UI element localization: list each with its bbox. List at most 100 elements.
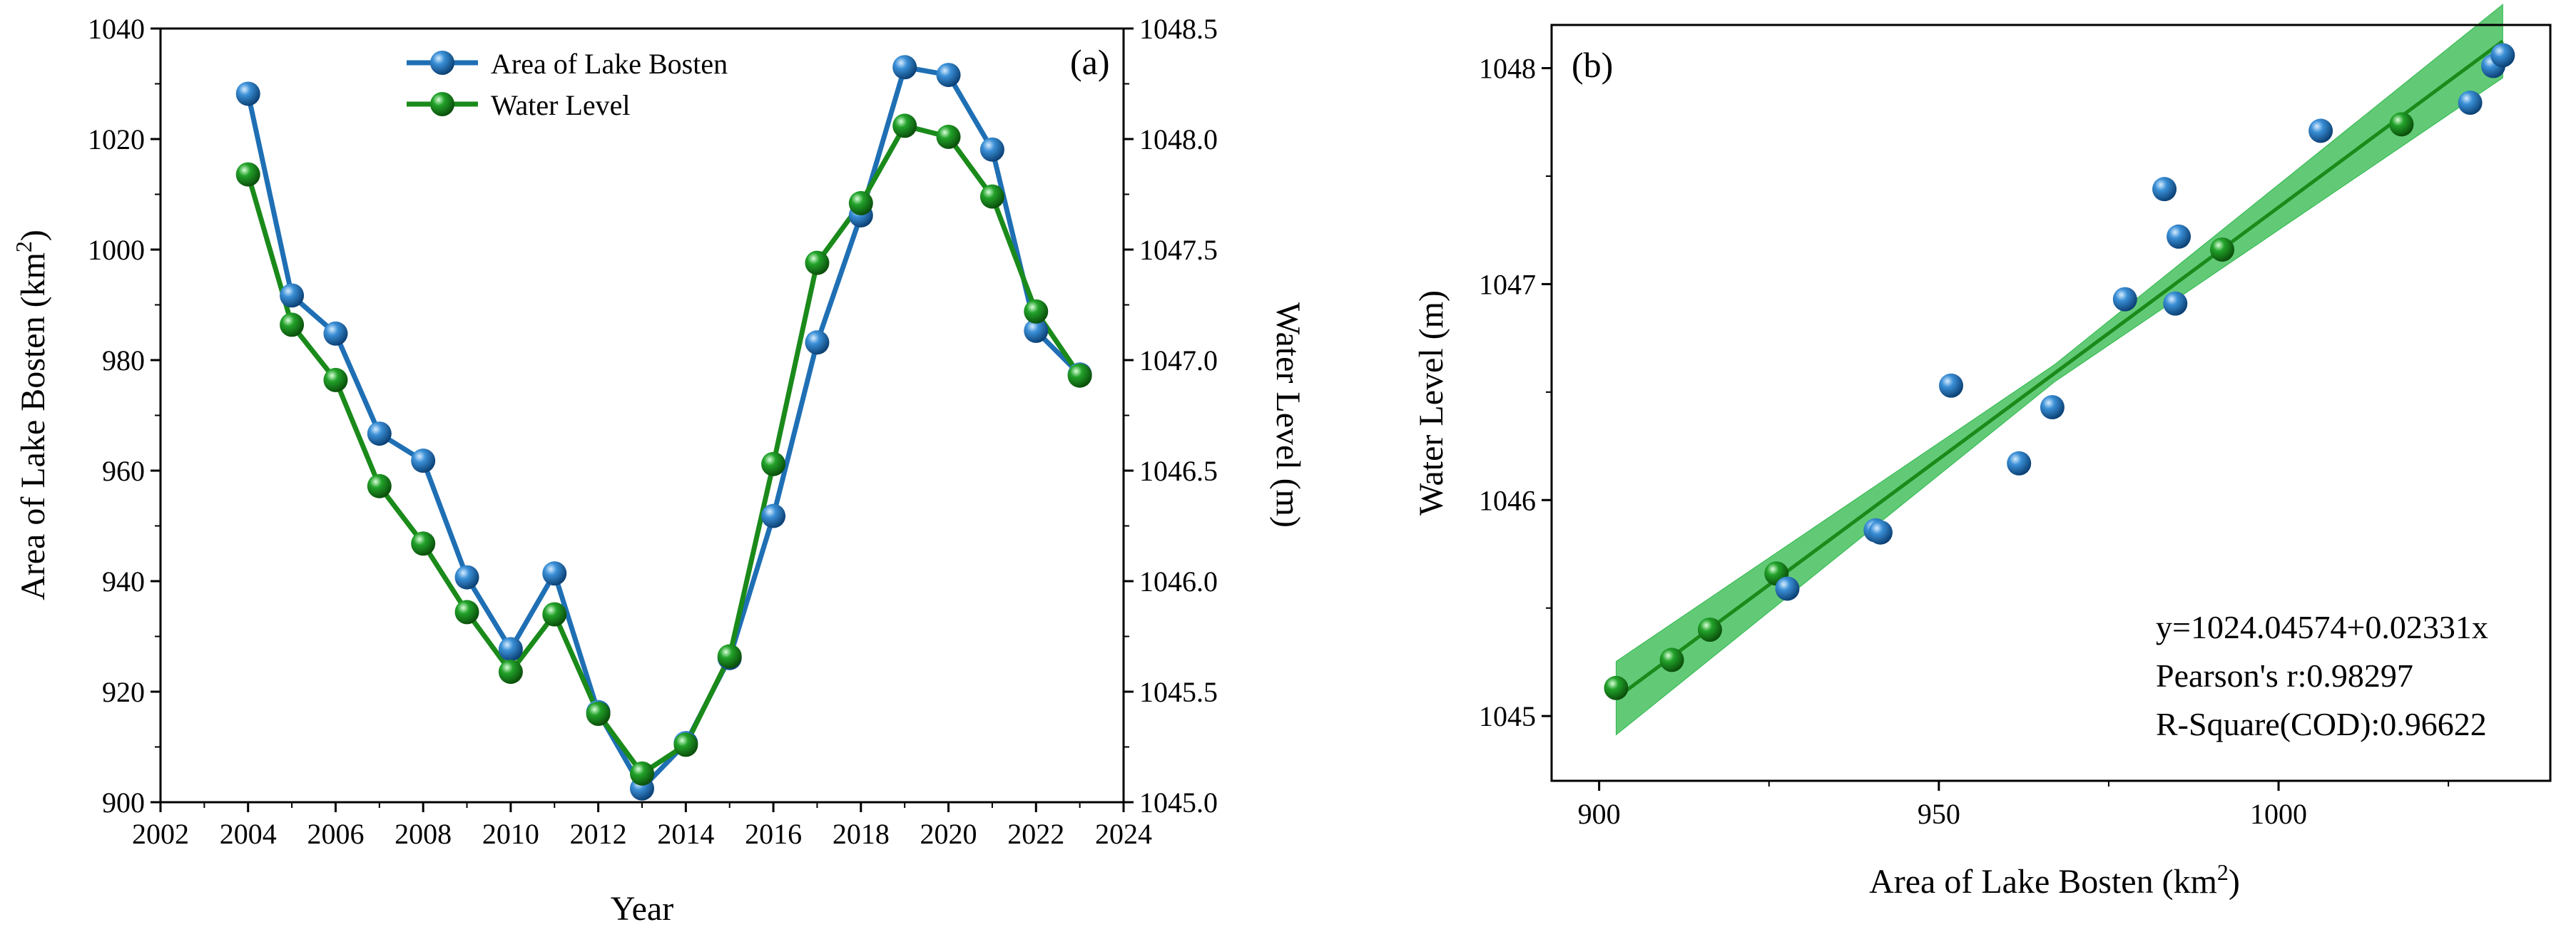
- scatter-point: [2152, 177, 2177, 202]
- area-point: [454, 565, 479, 590]
- scatter-point: [2308, 118, 2333, 143]
- water-level-point: [717, 644, 742, 669]
- y-left-tick-label: 940: [102, 565, 145, 598]
- y-tick-label: 1046: [1479, 484, 1536, 516]
- water-level-point: [979, 184, 1004, 209]
- x-tick-label: 2014: [657, 818, 714, 850]
- legend-water-label: Water Level: [491, 89, 631, 121]
- water-level-point: [498, 660, 523, 685]
- panel-b-annotations: y=1024.04574+0.02331x Pearson's r:0.9829…: [2156, 609, 2488, 742]
- scatter-point: [1939, 373, 1963, 398]
- x-tick-label: 2006: [307, 818, 364, 850]
- y-right-tick-label: 1046.5: [1139, 455, 1218, 487]
- water-level-point: [235, 162, 260, 187]
- scatter-point: [2163, 291, 2188, 316]
- y-left-tick-label: 980: [102, 344, 145, 377]
- x-tick-label: 2020: [920, 818, 977, 850]
- area-point: [280, 283, 305, 308]
- scatter-point: [2490, 43, 2515, 68]
- panel-b-plot-frame: [1550, 24, 2552, 782]
- water-level-point: [542, 602, 567, 627]
- x-tick-label: 900: [1578, 798, 1621, 830]
- water-level-point: [805, 250, 830, 275]
- x-tick-label: 2008: [394, 818, 452, 850]
- water-level-point: [411, 531, 436, 556]
- legend-area-marker: [430, 51, 454, 75]
- y-left-tick-label: 1040: [88, 13, 145, 45]
- scatter-point: [1697, 618, 1722, 642]
- panel-a-y-right-ticks: 1045.0 1045.5 1046.0 1046.5 1047.0 1047.5 1048…: [1124, 13, 1218, 819]
- x-tick-label: 2016: [745, 818, 802, 850]
- water-level-point: [892, 113, 917, 138]
- area-point: [323, 321, 348, 346]
- scatter-point: [2458, 91, 2483, 116]
- scatter-point: [2112, 287, 2137, 312]
- panel-a-y-right-axis-title: Water Level (m): [1269, 302, 1307, 528]
- water-level-point: [673, 732, 698, 757]
- regression-line: [1614, 39, 2504, 700]
- area-point: [367, 421, 392, 446]
- panel-b-x-axis-title: Area of Lake Bosten (km2): [1869, 859, 2240, 901]
- water-level-point: [586, 702, 611, 726]
- y-tick-label: 1048: [1479, 53, 1536, 85]
- x-tick-label: 2004: [220, 818, 277, 850]
- scatter-point: [1659, 647, 1684, 672]
- water-level-point: [1067, 363, 1092, 388]
- panel-a-label: (a): [1070, 42, 1110, 82]
- panel-b-fit-line: [1614, 39, 2504, 700]
- panel-a-markers: [235, 55, 1092, 801]
- water-level-point: [848, 190, 873, 215]
- area-point: [979, 137, 1004, 162]
- water-level-point: [761, 451, 786, 476]
- panel-b-label: (b): [1572, 45, 1613, 85]
- x-tick-label: 1000: [2250, 798, 2307, 830]
- panel-b-y-axis-title: Water Level (m): [1412, 290, 1450, 516]
- panel-b: 900 950 1000 1045 1046 1047 1048 Area of Lake…: [1412, 4, 2552, 901]
- panel-a-legend: Area of Lake Bosten Water Level: [407, 48, 728, 121]
- area-point: [542, 561, 567, 586]
- water-level-point: [1024, 299, 1049, 324]
- y-right-tick-label: 1048.5: [1139, 13, 1218, 45]
- area-point: [411, 449, 436, 473]
- x-tick-label: 2022: [1007, 818, 1064, 850]
- scatter-point: [1775, 576, 1800, 601]
- panel-a: 2002 2004 2006 2008 2010 2012 2014 2016 2018 2020…: [11, 13, 1307, 928]
- r-square: R-Square(COD):0.96622: [2156, 706, 2487, 742]
- panel-a-x-axis-title: Year: [611, 890, 673, 928]
- legend-item-water-level: Water Level: [407, 89, 631, 121]
- y-left-tick-label: 900: [102, 787, 145, 819]
- legend-area-label: Area of Lake Bosten: [491, 48, 728, 80]
- legend-item-area: Area of Lake Bosten: [407, 48, 728, 80]
- y-right-tick-label: 1046.0: [1139, 565, 1218, 598]
- series-line-water-level: [245, 123, 1082, 777]
- x-tick-label: 2002: [132, 818, 189, 850]
- x-tick-label: 950: [1918, 798, 1960, 830]
- y-right-tick-label: 1047.5: [1139, 234, 1218, 266]
- y-left-tick-label: 1020: [88, 123, 145, 155]
- panel-b-x-ticks: 900 950 1000: [1578, 781, 2450, 830]
- water-level-point: [367, 473, 392, 498]
- x-tick-label: 2012: [570, 818, 627, 850]
- pearson-r: Pearson's r:0.98297: [2156, 657, 2413, 694]
- scatter-point: [1868, 520, 1893, 545]
- fit-equation: y=1024.04574+0.02331x: [2156, 609, 2488, 645]
- water-level-point: [936, 124, 961, 149]
- panel-b-points: [1604, 43, 2515, 700]
- panel-a-y-left-axis-title: Area of Lake Bosten (km2): [11, 230, 52, 600]
- scatter-point: [2007, 451, 2032, 476]
- area-point: [805, 330, 830, 355]
- water-level-point: [280, 312, 305, 337]
- panel-a-y-left-ticks: 900 920 940 960 980 1000 1020 1040: [88, 13, 161, 819]
- y-left-tick-label: 920: [102, 676, 145, 708]
- area-point: [1024, 318, 1049, 343]
- area-point: [936, 63, 961, 88]
- area-point: [761, 503, 786, 528]
- y-right-tick-label: 1045.5: [1139, 676, 1218, 708]
- y-left-tick-label: 960: [102, 455, 145, 487]
- water-level-point: [630, 761, 654, 786]
- y-right-tick-label: 1048.0: [1139, 123, 1218, 155]
- y-left-tick-label: 1000: [88, 234, 145, 266]
- legend-water-marker: [430, 92, 454, 116]
- area-point: [235, 81, 260, 106]
- scatter-point: [2210, 237, 2234, 262]
